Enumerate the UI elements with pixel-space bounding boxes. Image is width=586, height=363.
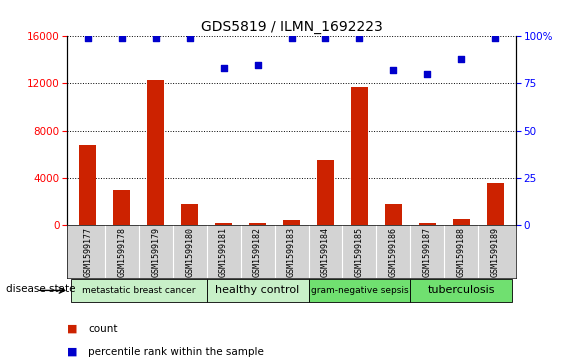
Point: [355, 35, 364, 41]
Point: [253, 62, 263, 68]
Point: [423, 71, 432, 77]
Text: ■: ■: [67, 323, 78, 334]
Text: GSM1599186: GSM1599186: [389, 227, 398, 277]
Point: [83, 35, 93, 41]
Bar: [487, 183, 504, 225]
FancyBboxPatch shape: [71, 280, 207, 302]
Text: gram-negative sepsis: gram-negative sepsis: [311, 286, 408, 295]
Text: ■: ■: [67, 347, 78, 357]
Title: GDS5819 / ILMN_1692223: GDS5819 / ILMN_1692223: [200, 20, 383, 34]
Bar: [419, 223, 436, 225]
Text: GSM1599188: GSM1599188: [457, 227, 466, 277]
Text: GSM1599185: GSM1599185: [355, 227, 364, 277]
Bar: [317, 160, 334, 225]
Point: [185, 35, 195, 41]
FancyBboxPatch shape: [308, 280, 410, 302]
Point: [117, 35, 127, 41]
Text: GSM1599184: GSM1599184: [321, 227, 330, 277]
Text: GSM1599177: GSM1599177: [83, 227, 92, 277]
Point: [151, 35, 161, 41]
Text: GSM1599180: GSM1599180: [185, 227, 194, 277]
Bar: [283, 220, 300, 225]
Bar: [249, 223, 266, 225]
FancyBboxPatch shape: [207, 280, 308, 302]
Text: count: count: [88, 323, 117, 334]
Text: metastatic breast cancer: metastatic breast cancer: [82, 286, 196, 295]
Text: GSM1599187: GSM1599187: [423, 227, 432, 277]
Text: GSM1599178: GSM1599178: [117, 227, 126, 277]
Text: tuberculosis: tuberculosis: [428, 285, 495, 295]
Text: GSM1599189: GSM1599189: [491, 227, 500, 277]
FancyBboxPatch shape: [410, 280, 512, 302]
Bar: [215, 223, 232, 225]
Text: GSM1599179: GSM1599179: [151, 227, 160, 277]
Point: [287, 35, 296, 41]
Bar: [351, 87, 368, 225]
Text: GSM1599181: GSM1599181: [219, 227, 228, 277]
Bar: [147, 80, 164, 225]
Bar: [385, 204, 402, 225]
Point: [389, 68, 398, 73]
Bar: [113, 189, 130, 225]
Text: GSM1599183: GSM1599183: [287, 227, 296, 277]
Point: [321, 35, 330, 41]
Text: GSM1599182: GSM1599182: [253, 227, 262, 277]
Point: [456, 56, 466, 62]
Text: healthy control: healthy control: [216, 285, 299, 295]
Text: percentile rank within the sample: percentile rank within the sample: [88, 347, 264, 357]
Bar: [453, 219, 470, 225]
Bar: [181, 204, 198, 225]
Bar: [79, 145, 96, 225]
Point: [219, 65, 229, 71]
Point: [490, 35, 500, 41]
Text: disease state: disease state: [6, 284, 76, 294]
